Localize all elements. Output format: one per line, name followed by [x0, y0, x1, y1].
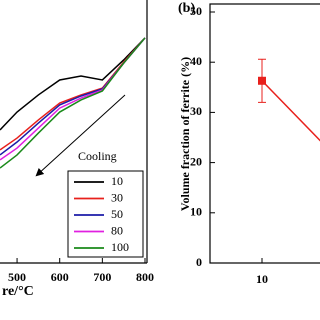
legend [67, 170, 144, 258]
frame [209, 3, 320, 264]
y-tick-label: 20 [190, 154, 202, 168]
series-line [261, 80, 320, 142]
x-tick-label: 500 [8, 270, 26, 284]
marker [258, 76, 266, 85]
x-tick-label: 700 [93, 270, 111, 284]
x-tick-label: 800 [136, 270, 154, 284]
y-tick-label: 10 [190, 205, 202, 219]
legend-label: 10 [111, 174, 123, 188]
legend-label: 80 [111, 223, 123, 237]
arrow [35, 94, 126, 177]
legend-label: 100 [111, 240, 129, 254]
series-line [0, 37, 146, 131]
y-tick-label: 50 [190, 4, 202, 18]
y-tick-label: 0 [196, 255, 202, 269]
y-axis-label: Volume fraction of ferrite (%) [178, 57, 192, 211]
legend-label: 50 [111, 207, 123, 221]
x-axis-label: re/°C [2, 284, 34, 299]
panel-label: (b) [178, 1, 195, 16]
legend-label: 30 [111, 190, 123, 204]
x-tick-label: 10 [256, 272, 268, 286]
annotation: Cooling [78, 149, 117, 163]
series-line [0, 37, 146, 169]
y-tick-label: 30 [190, 104, 202, 118]
x-tick-label: 600 [51, 270, 69, 284]
series-line [0, 37, 146, 151]
y-tick-label: 40 [190, 54, 202, 68]
